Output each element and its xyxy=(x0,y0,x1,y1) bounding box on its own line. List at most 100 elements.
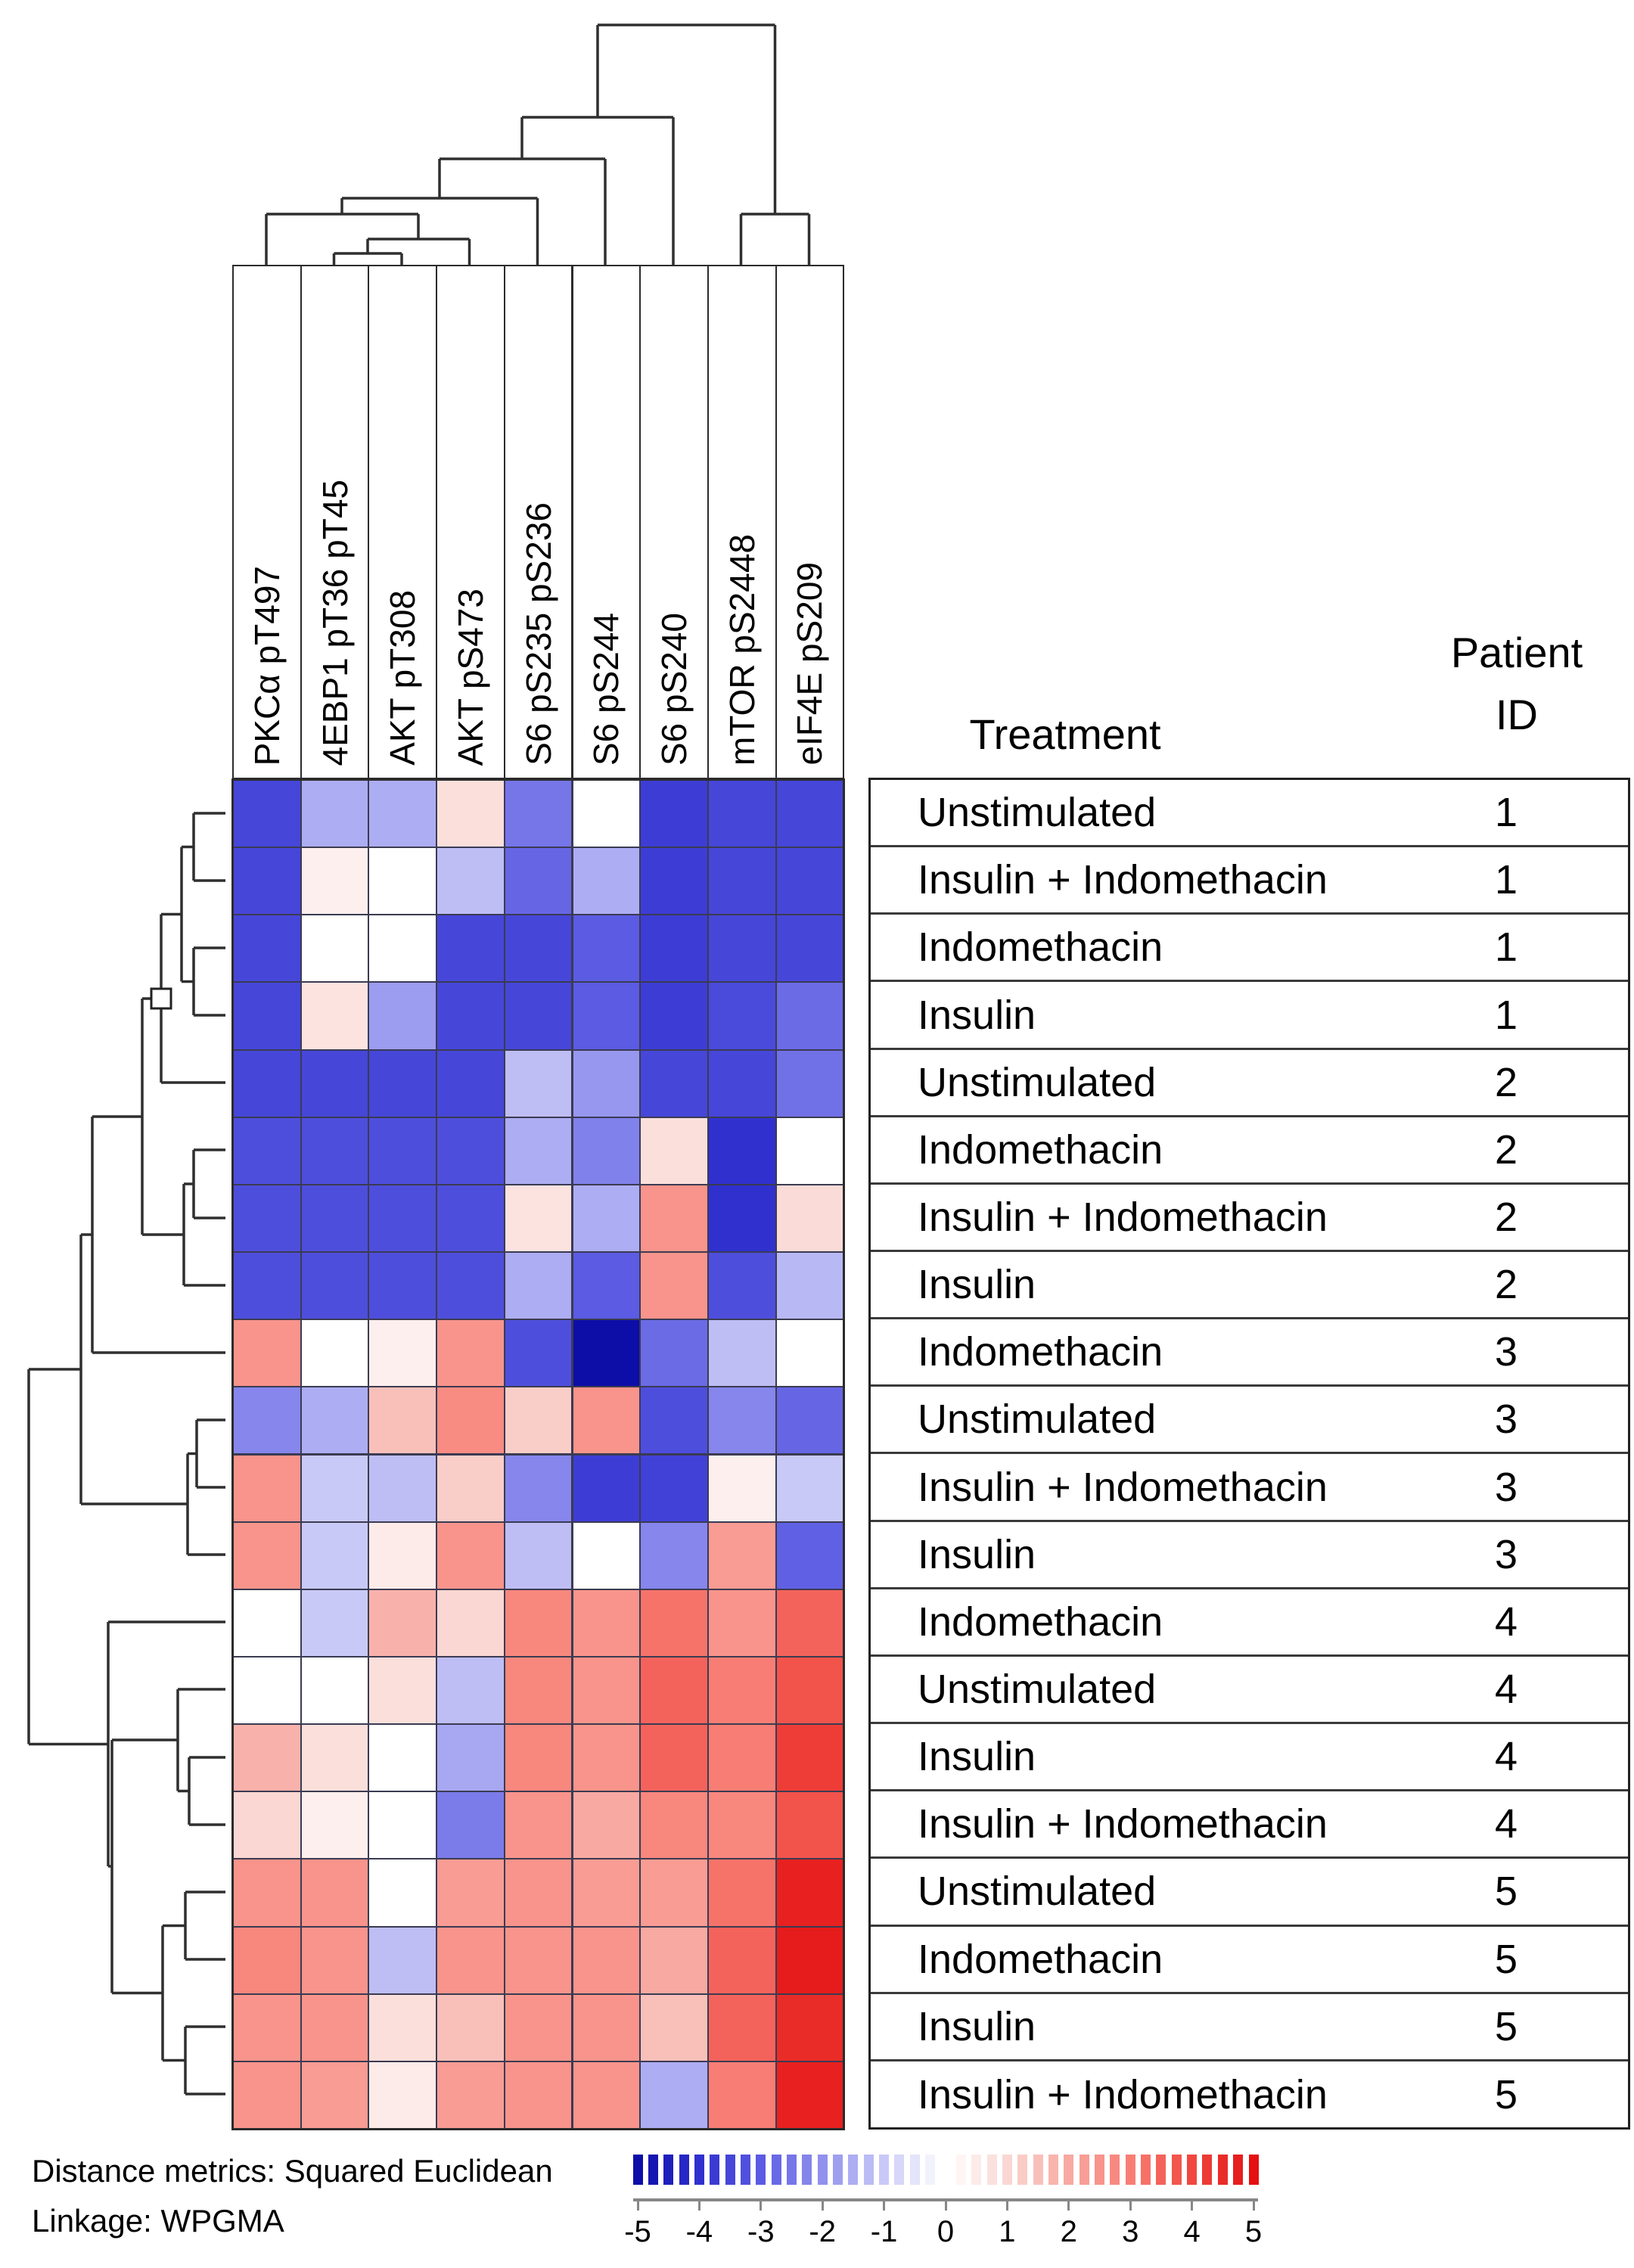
heatmap-cell xyxy=(707,1655,777,1726)
legend-stripe xyxy=(1017,2155,1028,2185)
heatmap-cell xyxy=(571,779,641,849)
treatment-cell: Unstimulated xyxy=(918,1667,1157,1712)
legend-stripe xyxy=(1048,2155,1058,2185)
heatmap-cell xyxy=(775,1453,845,1523)
table-row: Indomethacin 2 xyxy=(871,1117,1628,1185)
column-label: mTOR pS2448 xyxy=(722,534,762,766)
patient-id-cell: 4 xyxy=(1494,1734,1518,1780)
legend-stripe xyxy=(1064,2155,1074,2185)
heatmap-cell xyxy=(300,847,370,916)
heatmap-cell xyxy=(639,1183,709,1254)
linkage-label: Linkage: WPGMA xyxy=(32,2203,284,2238)
heatmap-cell xyxy=(571,981,641,1051)
legend-stripe xyxy=(787,2155,797,2185)
legend-stripe xyxy=(925,2155,936,2185)
heatmap-cell xyxy=(436,1655,505,1726)
legend-stripe xyxy=(1110,2155,1120,2185)
heatmap-cell xyxy=(300,1521,370,1590)
heatmap-cell xyxy=(232,981,302,1051)
heatmap-cell xyxy=(639,847,709,916)
column-label: S6 pS240 xyxy=(654,612,694,766)
legend-stripe xyxy=(679,2155,689,2185)
table-row: Indomethacin 5 xyxy=(871,1927,1628,1994)
patient-id-cell: 2 xyxy=(1494,1126,1518,1173)
column-header-box: S6 pS235 pS236 xyxy=(503,265,573,779)
heatmap-cell xyxy=(436,914,505,983)
dendrogram-node-marker[interactable] xyxy=(150,987,172,1010)
heatmap-cell xyxy=(707,914,777,983)
heatmap-cell xyxy=(775,779,845,849)
heatmap-cell xyxy=(368,1655,438,1726)
heatmap-cell xyxy=(707,1791,777,1860)
patient-id-cell: 4 xyxy=(1494,1667,1518,1712)
heatmap-cell xyxy=(707,981,777,1051)
table-row: Insulin + Indomethacin 3 xyxy=(871,1455,1628,1522)
heatmap-cell xyxy=(503,1319,573,1388)
heatmap-cell xyxy=(300,1925,370,1995)
heatmap-cell xyxy=(707,1453,777,1523)
legend-tick-label: 0 xyxy=(937,2215,955,2248)
heatmap-cell xyxy=(503,914,573,983)
legend-tick xyxy=(697,2198,701,2211)
heatmap-cell xyxy=(571,1588,641,1658)
heatmap-cell xyxy=(707,1588,777,1658)
legend-stripe xyxy=(802,2155,812,2185)
heatmap-cell xyxy=(436,1453,505,1523)
legend-stripe xyxy=(756,2155,766,2185)
legend-stripe xyxy=(1033,2155,1043,2185)
heatmap-cell xyxy=(775,847,845,916)
heatmap-cell xyxy=(639,1791,709,1860)
table-row: Insulin + Indomethacin 4 xyxy=(871,1791,1628,1859)
heatmap-cell xyxy=(503,1858,573,1928)
heatmap-cell xyxy=(436,1049,505,1118)
legend-stripe xyxy=(1095,2155,1104,2185)
heatmap-cell xyxy=(436,1925,505,1995)
legend-stripe xyxy=(663,2155,674,2185)
heatmap-cell xyxy=(503,1588,573,1658)
heatmap-cell xyxy=(232,1858,302,1928)
treatment-cell: Indomethacin xyxy=(918,1126,1163,1173)
table-row: Unstimulated 3 xyxy=(871,1387,1628,1455)
legend-tick xyxy=(1005,2198,1008,2211)
heatmap-cell xyxy=(368,1453,438,1523)
heatmap-cell xyxy=(707,847,777,916)
legend-stripe xyxy=(710,2155,720,2185)
legend-stripe xyxy=(1202,2155,1213,2185)
heatmap-cell xyxy=(775,1588,845,1658)
heatmap-cell xyxy=(503,2060,573,2130)
heatmap-cell xyxy=(503,779,573,849)
table-row: Unstimulated 1 xyxy=(871,780,1628,848)
heatmap-cell xyxy=(300,981,370,1051)
heatmap-cell xyxy=(639,1251,709,1321)
heatmap-cell xyxy=(571,1993,641,2062)
legend-stripe xyxy=(1233,2155,1244,2185)
legend-stripe xyxy=(1141,2155,1151,2185)
heatmap-cell xyxy=(436,981,505,1051)
heatmap-cell xyxy=(571,1183,641,1254)
heatmap-cell xyxy=(368,1386,438,1456)
heatmap-cell xyxy=(300,1453,370,1523)
heatmap-cell xyxy=(368,914,438,983)
legend-stripe xyxy=(1125,2155,1135,2185)
column-label: S6 pS235 pS236 xyxy=(518,502,558,766)
heatmap-cell xyxy=(368,779,438,849)
legend-tick xyxy=(760,2198,763,2211)
heatmap-cell xyxy=(300,1049,370,1118)
heatmap-cell xyxy=(300,1858,370,1928)
legend-tick xyxy=(821,2198,824,2211)
legend-stripe xyxy=(1171,2155,1182,2185)
heatmap-cell xyxy=(368,1116,438,1185)
column-header-box: PKCα pT497 xyxy=(232,265,302,779)
table-row: Unstimulated 4 xyxy=(871,1657,1628,1725)
heatmap-cell xyxy=(368,1319,438,1388)
treatment-cell: Unstimulated xyxy=(918,1869,1157,1915)
heatmap-cell xyxy=(707,1116,777,1185)
heatmap-cell xyxy=(775,1858,845,1928)
heatmap-cell xyxy=(232,847,302,916)
heatmap-cell xyxy=(368,981,438,1051)
patient-id-cell: 1 xyxy=(1494,992,1518,1038)
legend-stripe xyxy=(863,2155,874,2185)
heatmap-cell xyxy=(775,1993,845,2062)
heatmap-cell xyxy=(232,1655,302,1726)
table-row: Insulin 3 xyxy=(871,1522,1628,1589)
